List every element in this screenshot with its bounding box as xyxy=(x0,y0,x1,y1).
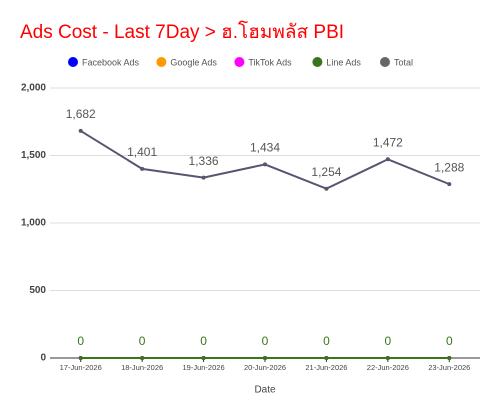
x-tick-label: 21-Jun-2026 xyxy=(305,363,347,372)
data-label: 1,682 xyxy=(66,107,96,121)
y-tick-label: 2,000 xyxy=(21,83,46,94)
point xyxy=(140,166,145,171)
legend-marker xyxy=(312,57,323,67)
legend-label: TikTok Ads xyxy=(248,57,292,67)
point xyxy=(385,157,390,162)
x-tick-label: 18-Jun-2026 xyxy=(121,363,163,372)
data-label: 1,434 xyxy=(250,141,280,155)
data-label: 1,254 xyxy=(311,165,341,179)
point xyxy=(78,356,83,360)
legend-marker xyxy=(68,57,78,67)
x-axis-label: Date xyxy=(254,385,276,396)
y-tick-label: 1,500 xyxy=(21,150,46,161)
legend-marker xyxy=(380,57,390,67)
x-tick-label: 17-Jun-2026 xyxy=(60,363,102,372)
y-tick-label: 1,000 xyxy=(21,218,46,229)
legend-label: Facebook Ads xyxy=(82,57,140,67)
data-label: 0 xyxy=(200,334,207,348)
point xyxy=(140,356,145,360)
legend-marker xyxy=(156,57,167,67)
legend-marker xyxy=(234,57,245,67)
point xyxy=(447,182,452,187)
data-label: 0 xyxy=(385,334,392,348)
legend-label: Total xyxy=(394,57,413,67)
data-label: 0 xyxy=(446,334,453,348)
x-tick-label: 23-Jun-2026 xyxy=(428,363,470,372)
point xyxy=(201,175,206,180)
point xyxy=(385,356,390,360)
data-label: 0 xyxy=(139,334,146,348)
point xyxy=(324,356,329,360)
legend-label: Google Ads xyxy=(170,57,217,67)
y-tick-label: 0 xyxy=(40,353,46,364)
data-label: 0 xyxy=(323,334,330,348)
chart-title: Ads Cost - Last 7Day > ฮ.โฮมพลัส PBI xyxy=(20,20,344,43)
data-label: 1,401 xyxy=(127,145,157,159)
data-label: 1,336 xyxy=(189,154,219,168)
point xyxy=(263,356,267,360)
point xyxy=(263,162,267,167)
y-tick-label: 500 xyxy=(29,285,46,296)
point xyxy=(78,128,83,133)
data-label: 0 xyxy=(262,334,269,348)
x-tick-label: 20-Jun-2026 xyxy=(244,363,286,372)
x-tick-label: 19-Jun-2026 xyxy=(183,363,225,372)
x-tick-label: 22-Jun-2026 xyxy=(367,363,409,372)
data-label: 1,288 xyxy=(434,160,464,174)
data-label: 1,472 xyxy=(373,135,403,149)
point xyxy=(447,356,452,360)
legend-label: Line Ads xyxy=(326,57,361,67)
point xyxy=(201,356,206,360)
point xyxy=(324,186,329,191)
data-label: 0 xyxy=(77,334,84,348)
